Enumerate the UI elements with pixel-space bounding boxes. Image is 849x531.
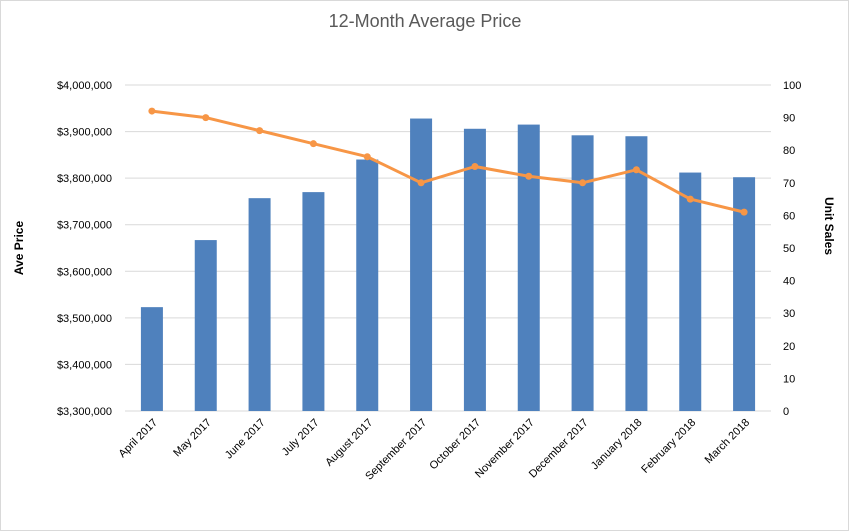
bar	[140, 307, 163, 411]
left-axis-title: Ave Price	[12, 221, 26, 276]
gridlines	[125, 84, 771, 412]
bar-series	[140, 118, 756, 411]
right-tick-label: 70	[783, 178, 795, 190]
right-tick-label: 20	[783, 341, 795, 353]
left-tick-label: $3,600,000	[57, 266, 112, 278]
left-tick-label: $3,400,000	[57, 359, 112, 371]
bar	[463, 128, 486, 411]
x-tick-label: July 2017	[280, 417, 322, 459]
line-point	[309, 140, 317, 148]
left-tick-label: $3,300,000	[57, 406, 112, 418]
line-point	[740, 208, 748, 216]
line-point	[686, 195, 694, 203]
right-axis-ticks: 0 10 20 30 40 50 60 70 80 90 100	[783, 80, 801, 418]
x-tick-label: August 2017	[323, 417, 375, 469]
line-point	[417, 179, 425, 187]
bar	[571, 135, 594, 411]
bar	[356, 159, 379, 411]
left-tick-label: $3,900,000	[57, 127, 112, 139]
bar	[733, 177, 756, 411]
right-tick-label: 100	[783, 80, 801, 92]
x-tick-label: March 2018	[703, 417, 753, 467]
left-axis-ticks: $3,300,000 $3,400,000 $3,500,000 $3,600,000…	[57, 80, 112, 418]
right-tick-label: 80	[783, 145, 795, 157]
line-path	[151, 109, 745, 214]
x-tick-label: January 2018	[589, 417, 645, 473]
bar	[194, 240, 217, 411]
line-point	[471, 163, 479, 170]
bar	[625, 136, 648, 411]
bar	[302, 192, 325, 411]
left-tick-label: $4,000,000	[57, 80, 112, 92]
right-tick-label: 90	[783, 113, 795, 125]
left-tick-label: $3,800,000	[57, 173, 112, 185]
x-tick-label: April 2017	[117, 417, 161, 461]
left-tick-label: $3,500,000	[57, 313, 112, 325]
x-tick-label: May 2017	[171, 417, 214, 460]
bar	[517, 124, 540, 411]
line-point	[256, 127, 264, 135]
line-point	[202, 114, 210, 122]
right-tick-label: 50	[783, 243, 795, 255]
line-point	[363, 153, 371, 161]
chart-title: 12-Month Average Price	[329, 11, 522, 31]
bar	[679, 172, 702, 411]
right-tick-label: 30	[783, 308, 795, 320]
right-tick-label: 40	[783, 276, 795, 288]
line-point	[525, 172, 533, 180]
right-tick-label: 60	[783, 210, 795, 222]
right-tick-label: 0	[783, 406, 789, 418]
x-tick-label: December 2017	[527, 417, 591, 481]
x-tick-label: October 2017	[427, 417, 483, 473]
bar	[410, 118, 433, 411]
line-series	[148, 107, 748, 216]
x-axis-ticks: April 2017 May 2017 June 2017 July 2017 Augu…	[117, 417, 753, 483]
bar	[248, 198, 271, 411]
x-tick-label: February 2018	[639, 417, 698, 476]
x-tick-label: June 2017	[223, 417, 268, 462]
line-point	[632, 166, 640, 174]
left-tick-label: $3,700,000	[57, 220, 112, 232]
line-point	[148, 107, 156, 115]
right-tick-label: 10	[783, 373, 795, 385]
line-point	[579, 179, 587, 187]
right-axis-title: Unit Sales	[822, 197, 836, 255]
